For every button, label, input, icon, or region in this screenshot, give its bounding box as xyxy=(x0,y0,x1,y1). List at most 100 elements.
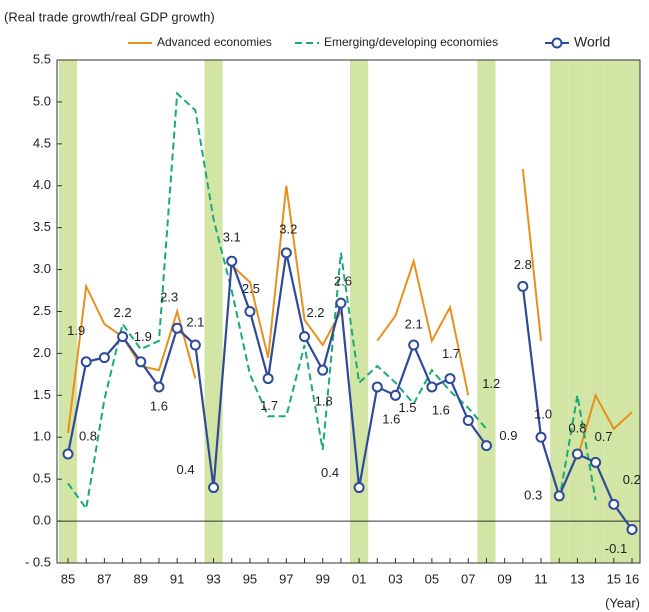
data-label: 2.3 xyxy=(160,290,178,305)
data-label: 0.4 xyxy=(321,465,339,480)
point-marker xyxy=(208,482,220,494)
x-axis-label: (Year) xyxy=(605,595,640,610)
data-label: 1.0 xyxy=(534,407,552,422)
y-tick-label: 4.5 xyxy=(33,135,51,150)
highlight-band xyxy=(477,60,496,563)
x-tick-label: 97 xyxy=(279,571,293,586)
x-tick-label: 93 xyxy=(206,571,220,586)
x-tick-label: 95 xyxy=(243,571,257,586)
point-marker xyxy=(426,381,438,393)
x-tick-label: 91 xyxy=(170,571,184,586)
data-label: 2.5 xyxy=(242,281,260,296)
point-marker xyxy=(608,498,620,510)
y-tick-label: 5.5 xyxy=(33,51,51,66)
y-tick-label: 2.0 xyxy=(33,345,51,360)
series-line xyxy=(67,91,597,512)
chart-title: (Real trade growth/real GDP growth) xyxy=(4,9,215,24)
data-label: 0.7 xyxy=(595,429,613,444)
point-marker xyxy=(299,331,311,343)
x-tick-label: 15 xyxy=(607,571,621,586)
data-label: 2.2 xyxy=(306,305,324,320)
point-marker xyxy=(189,339,201,351)
point-marker xyxy=(626,523,638,535)
y-tick-label: 3.0 xyxy=(33,261,51,276)
x-tick-label: 87 xyxy=(97,571,111,586)
point-marker xyxy=(535,431,547,443)
x-tick-label: 16 xyxy=(625,571,639,586)
data-label: 1.6 xyxy=(150,398,168,413)
point-marker xyxy=(571,448,583,460)
legend-marker xyxy=(551,37,563,49)
y-tick-label: - 0.5 xyxy=(25,554,51,569)
data-label: 0.8 xyxy=(568,420,586,435)
point-marker xyxy=(590,456,602,468)
x-tick-label: 03 xyxy=(388,571,402,586)
data-label: 1.9 xyxy=(67,323,85,338)
data-label: 1.8 xyxy=(315,394,333,409)
point-marker xyxy=(98,352,110,364)
point-marker xyxy=(135,356,147,368)
data-label: 3.1 xyxy=(223,230,241,245)
x-tick-label: 99 xyxy=(315,571,329,586)
x-tick-label: 05 xyxy=(425,571,439,586)
y-tick-label: 2.5 xyxy=(33,303,51,318)
x-tick-label: 89 xyxy=(134,571,148,586)
highlight-band xyxy=(586,60,605,563)
series-line xyxy=(67,168,633,459)
point-marker xyxy=(444,373,456,385)
point-marker xyxy=(408,339,420,351)
point-marker xyxy=(262,373,274,385)
data-label: 0.9 xyxy=(499,428,517,443)
data-label: 2.6 xyxy=(334,274,352,289)
point-marker xyxy=(371,381,383,393)
x-tick-label: 01 xyxy=(352,571,366,586)
point-marker xyxy=(517,280,529,292)
data-label: 1.6 xyxy=(382,411,400,426)
point-marker xyxy=(462,414,474,426)
legend-label: Advanced economies xyxy=(157,35,272,49)
data-label: -0.1 xyxy=(605,541,627,556)
y-tick-label: 1.5 xyxy=(33,387,51,402)
highlight-band xyxy=(622,60,640,563)
data-label: 1.2 xyxy=(482,376,500,391)
point-marker xyxy=(280,247,292,259)
highlight-band xyxy=(58,60,78,563)
data-label: 0.3 xyxy=(524,487,542,502)
data-label: 2.1 xyxy=(186,314,204,329)
point-marker xyxy=(335,297,347,309)
highlight-band xyxy=(568,60,587,563)
y-tick-label: 5.0 xyxy=(33,93,51,108)
point-marker xyxy=(317,364,329,376)
data-label: 3.2 xyxy=(279,221,297,236)
data-label: 1.5 xyxy=(398,400,416,415)
data-label: 1.7 xyxy=(260,398,278,413)
data-label: 2.8 xyxy=(514,257,532,272)
point-marker xyxy=(62,448,74,460)
x-tick-label: 11 xyxy=(534,571,548,586)
x-tick-label: 09 xyxy=(497,571,511,586)
legend-label: Emerging/developing economies xyxy=(324,35,498,49)
point-marker xyxy=(353,482,365,494)
data-label: 1.6 xyxy=(432,402,450,417)
y-tick-label: 4.0 xyxy=(33,177,51,192)
point-marker xyxy=(244,306,256,317)
data-label: 1.9 xyxy=(134,329,152,344)
x-tick-label: 07 xyxy=(461,571,475,586)
data-label: 2.2 xyxy=(114,305,132,320)
highlight-band xyxy=(604,60,623,563)
data-label: 0.8 xyxy=(79,428,97,443)
data-label: 0.2 xyxy=(623,472,641,487)
x-tick-label: 85 xyxy=(61,571,75,586)
data-label: 0.4 xyxy=(177,462,195,477)
point-marker xyxy=(171,322,183,334)
y-tick-label: 0.0 xyxy=(33,513,51,528)
point-marker xyxy=(226,255,238,267)
point-marker xyxy=(153,381,165,393)
data-label: 1.7 xyxy=(442,346,460,361)
y-tick-label: 1.0 xyxy=(33,429,51,444)
point-marker xyxy=(480,440,492,452)
point-marker xyxy=(80,356,92,368)
highlight-band xyxy=(550,60,569,563)
point-marker xyxy=(117,331,129,343)
